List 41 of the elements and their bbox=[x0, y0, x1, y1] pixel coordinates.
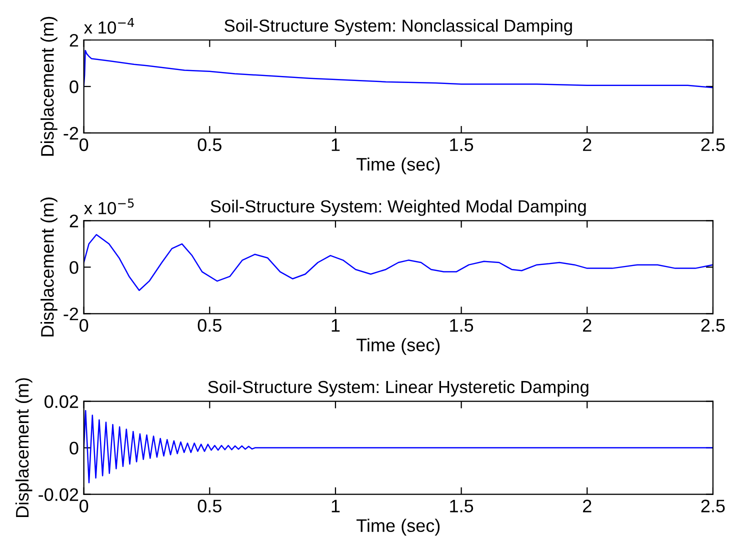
y-tick-label: -2 bbox=[64, 126, 78, 140]
x-tick-label: 2 bbox=[583, 500, 592, 512]
x-tick-label: 1 bbox=[332, 319, 340, 332]
x-tick-label: 2.5 bbox=[701, 500, 725, 512]
y-tick-label: 2 bbox=[70, 34, 78, 47]
x-tick-label: 0.5 bbox=[198, 500, 222, 512]
chart-title: Soil-Structure System: Linear Hysteretic Damping bbox=[208, 380, 588, 397]
x-axis-title: Time (sec) bbox=[356, 338, 440, 355]
y-axis-title: Displacement (m) bbox=[40, 198, 58, 336]
line-series bbox=[84, 410, 713, 484]
y-tick-label: 0.02 bbox=[44, 395, 78, 408]
x-tick-label: 2 bbox=[583, 318, 592, 332]
x-tick-label: 1.5 bbox=[450, 500, 474, 512]
y-tick-label: 2 bbox=[70, 214, 78, 228]
x-tick-label: 1 bbox=[332, 138, 340, 151]
x-tick-label: 2.5 bbox=[701, 318, 725, 332]
x-tick-label: 0 bbox=[80, 500, 88, 512]
x-tick-label: 1.5 bbox=[450, 319, 474, 332]
x-tick-label: 2 bbox=[583, 138, 592, 151]
x-axis-title: Time (sec) bbox=[356, 157, 440, 174]
x-tick-label: 0 bbox=[80, 138, 88, 152]
line-series bbox=[84, 50, 713, 88]
y-axis-title: Displacement (m) bbox=[15, 378, 32, 518]
x-axis-title: Time (sec) bbox=[356, 518, 440, 536]
y-tick-label: -0.02 bbox=[38, 488, 78, 502]
text: x 10$^{−5}$ bbox=[84, 198, 134, 214]
y-tick-label: 0 bbox=[70, 80, 78, 94]
line-series bbox=[84, 234, 713, 292]
x-tick-label: 0 bbox=[80, 318, 88, 332]
x-tick-label: 0.5 bbox=[198, 318, 222, 332]
x-tick-label: 1 bbox=[332, 500, 340, 512]
x-tick-label: 1.5 bbox=[450, 138, 474, 152]
text: x 10$^{−4}$ bbox=[84, 18, 134, 34]
chart-title: Soil-Structure System: Nonclassical Damping bbox=[224, 19, 572, 36]
y-tick-label: 0 bbox=[70, 261, 78, 274]
y-tick-label: -2 bbox=[64, 308, 78, 320]
x-tick-label: 2.5 bbox=[701, 138, 725, 152]
y-tick-label: 0 bbox=[70, 442, 78, 455]
x-tick-label: 0.5 bbox=[198, 138, 222, 152]
y-axis-title: Displacement (m) bbox=[40, 16, 58, 156]
chart-title: Soil-Structure System: Weighted Modal Damping bbox=[210, 200, 586, 216]
